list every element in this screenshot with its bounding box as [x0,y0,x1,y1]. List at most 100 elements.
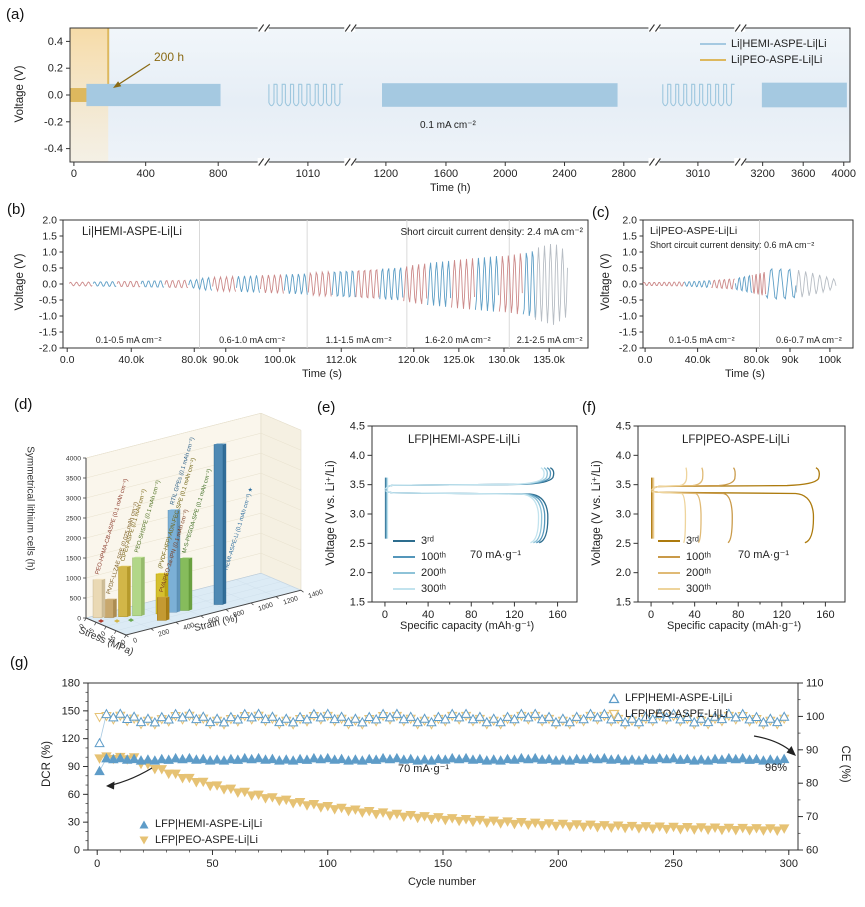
region-label: 0.1-0.5 mA cm⁻² [96,335,162,345]
data-marker [115,752,126,763]
data-marker [287,755,299,765]
data-marker [142,754,154,764]
tick-label: 160 [816,609,834,621]
tick-label: 3.0 [350,509,365,521]
data-marker [301,713,313,724]
data-marker [232,754,244,764]
data-marker [177,753,188,764]
tick-label: 3010 [686,168,710,180]
voltage-waveform [283,273,308,295]
tick-label: 100 [319,858,337,870]
tick-label: 500 [70,595,82,602]
data-marker [675,825,686,835]
voltage-waveform [451,258,475,310]
voltage-waveform [188,276,213,292]
hemi-pulse-waveform [268,83,343,107]
panel-g-right-axis-title: CE (%) [839,745,851,783]
tick-label: 5 [88,627,95,635]
tick-label: 1.5 [350,597,365,609]
data-marker [253,752,264,763]
tick-label: 40 [689,609,701,621]
data-marker [716,754,728,764]
data-marker [357,808,368,818]
data-marker [550,755,562,765]
series-line [99,757,785,772]
panel-f-x-axis-title: Specific capacity (mAh·g⁻¹) [667,620,802,632]
tick-label: -0.2 [44,116,63,128]
data-marker [128,711,140,721]
data-marker [585,708,596,718]
panel-a-label: (a) [6,6,25,23]
panel-c-label: (c) [592,204,610,221]
wall-gridline [85,432,262,479]
data-marker [716,825,728,836]
data-marker [294,797,306,808]
tick-label: 400 [136,168,154,180]
legend-label: 100ᵗʰ [686,551,711,563]
data-marker [232,713,244,724]
tick-label: 120 [62,733,80,745]
data-marker [668,752,679,763]
tick-label: 130.0k [488,354,520,366]
data-marker [405,810,416,821]
panel-c-cell-title: Li|PEO-ASPE-Li|Li [650,225,738,237]
hemi-pulse-waveform [662,83,735,107]
region-label: 0.1-0.5 mA cm⁻² [669,335,735,345]
voltage-waveform [795,270,837,298]
legend-item: 100ᵗʰ [658,549,711,565]
data-marker [474,711,486,721]
legend-label: LFP|HEMI-ASPE-Li|Li [155,818,263,830]
data-marker [246,791,257,801]
panel-b-label: (b) [7,201,26,218]
data-marker [633,755,645,765]
tick-label: 200 [157,628,170,638]
tick-label: 80.0k [181,354,207,366]
tick-label: 120 [773,609,791,621]
triangle-up-filled-icon [139,820,149,828]
tick-label: 2.0 [622,215,637,227]
tick-label: 400 [182,622,195,632]
data-marker [440,713,451,724]
tick-label: 3500 [66,475,81,482]
data-marker [723,708,735,718]
data-marker [529,752,541,763]
legend-line [393,587,415,591]
tick-label: 125.0k [443,354,475,366]
data-marker [218,755,230,765]
data-marker [730,826,742,836]
data-marker [467,817,479,828]
data-marker [149,764,161,775]
data-marker [204,755,216,765]
voltage-waveform [765,267,797,301]
data-marker [453,816,465,827]
voltage-waveform [68,281,93,287]
tick-label: 3.5 [616,479,631,491]
hemi-voltage-band [382,83,618,107]
wall-gridline [85,472,262,519]
data-marker [619,755,631,765]
tick-label: 0 [71,168,77,180]
data-marker [592,753,603,764]
tick-label: 0 [74,845,80,857]
data-marker [702,825,714,836]
tick-label: 2.0 [350,567,365,579]
data-marker [218,716,230,727]
axis-break-slash [654,24,661,32]
data-marker [412,716,423,727]
legend-item: LFP|HEMI-ASPE-Li|Li [608,690,732,706]
data-marker [322,752,333,763]
data-marker [647,754,659,764]
panel-g-left-axis-title: DCR (%) [41,741,53,787]
legend-line [658,555,680,559]
floor-marker [128,618,134,622]
data-marker [523,753,534,764]
tick-label: 90.0k [213,354,239,366]
data-marker [543,711,555,721]
data-marker [301,801,313,811]
tick-label: 0 [77,615,81,622]
triangle-up-open-icon [608,692,620,703]
data-marker [488,713,499,723]
data-marker [737,708,748,719]
panel-c-x-axis-title: Time (s) [725,368,765,380]
axis-break [648,158,660,166]
